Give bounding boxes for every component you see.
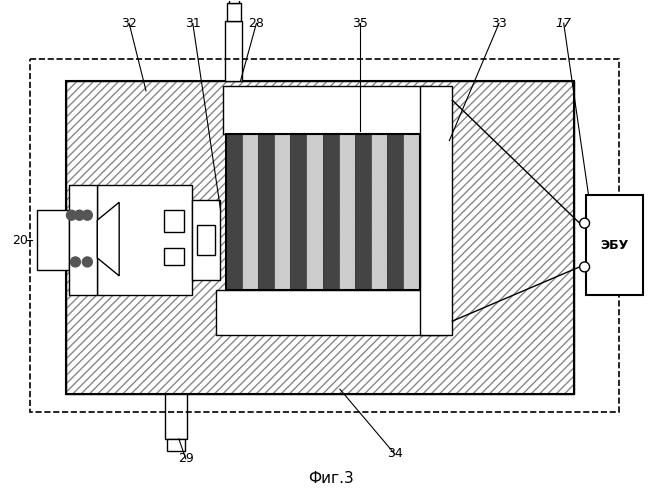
Circle shape: [83, 210, 93, 220]
Text: 31: 31: [185, 17, 201, 30]
Circle shape: [580, 218, 590, 228]
Text: 34: 34: [387, 448, 403, 460]
Bar: [586, 196, 643, 294]
Text: 28: 28: [249, 17, 264, 30]
Bar: [97, 186, 192, 294]
Bar: [258, 134, 274, 290]
Bar: [420, 86, 452, 334]
Text: 17: 17: [556, 17, 572, 30]
Bar: [225, 134, 242, 290]
Bar: [67, 81, 574, 394]
Bar: [338, 134, 355, 290]
Circle shape: [67, 210, 77, 220]
Text: 29: 29: [178, 452, 194, 466]
Bar: [225, 134, 420, 290]
Bar: [36, 210, 69, 270]
Circle shape: [580, 262, 590, 272]
Circle shape: [71, 257, 81, 267]
Bar: [403, 134, 420, 290]
Bar: [323, 134, 338, 290]
Text: Фиг.3: Фиг.3: [307, 471, 354, 486]
Circle shape: [83, 257, 93, 267]
Text: ЭБУ: ЭБУ: [600, 238, 629, 252]
Bar: [229, 0, 239, 4]
Bar: [192, 200, 219, 280]
Text: 20: 20: [12, 234, 28, 246]
Bar: [307, 134, 323, 290]
Bar: [167, 439, 185, 451]
Bar: [215, 290, 444, 335]
Bar: [242, 134, 258, 290]
Bar: [274, 134, 290, 290]
Circle shape: [75, 210, 85, 220]
Bar: [290, 134, 307, 290]
Bar: [223, 86, 432, 134]
Bar: [197, 225, 215, 255]
Bar: [387, 134, 403, 290]
Bar: [225, 22, 243, 81]
Text: 32: 32: [121, 17, 137, 30]
Bar: [164, 210, 184, 232]
Bar: [371, 134, 387, 290]
Text: 33: 33: [491, 17, 507, 30]
Bar: [67, 81, 574, 394]
Bar: [227, 4, 241, 22]
Text: 35: 35: [352, 17, 368, 30]
Bar: [164, 248, 184, 265]
Bar: [69, 186, 97, 294]
Bar: [30, 59, 619, 412]
Polygon shape: [97, 202, 119, 276]
Bar: [165, 394, 187, 439]
Bar: [67, 81, 574, 394]
Bar: [355, 134, 371, 290]
